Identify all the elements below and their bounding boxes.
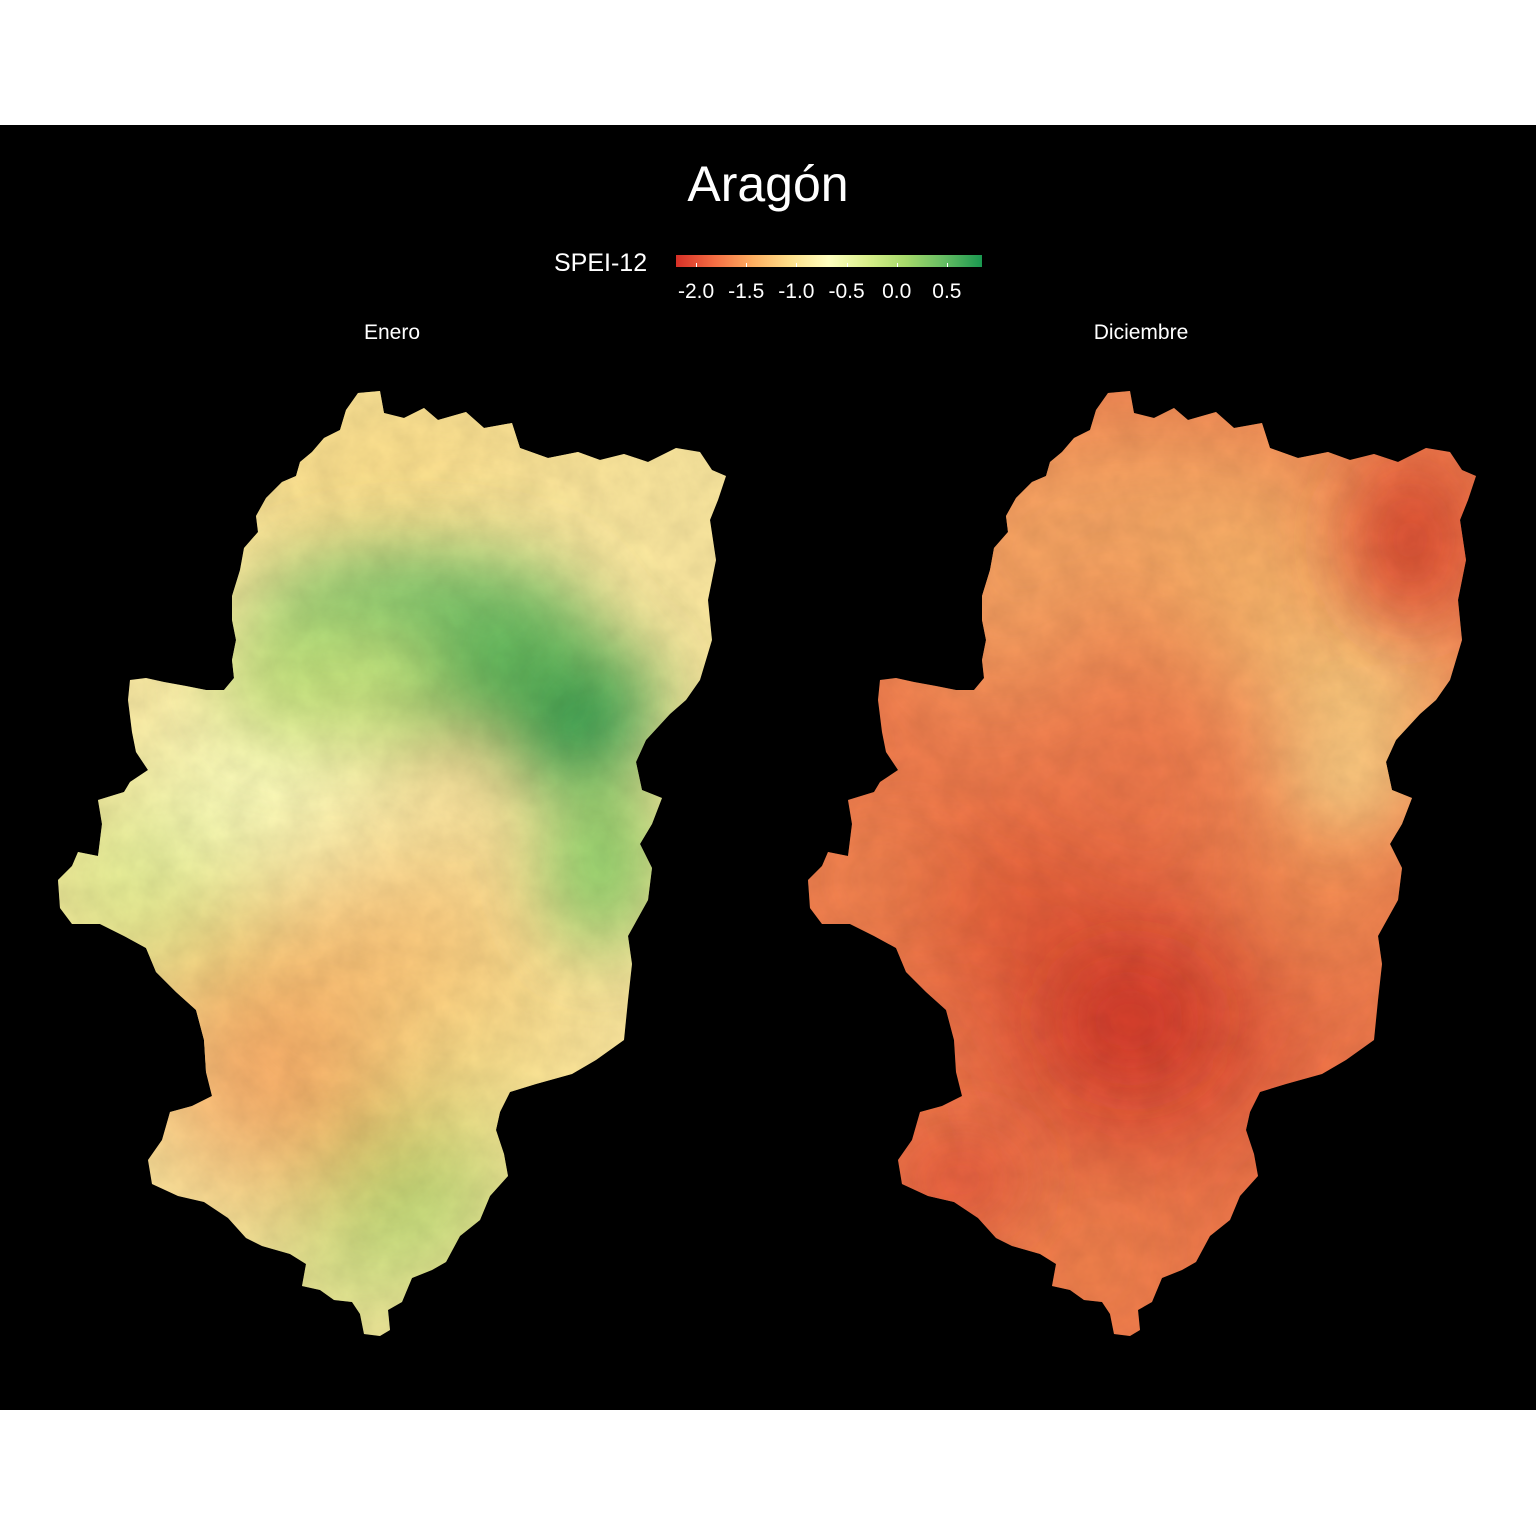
panel-title-diciembre: Diciembre — [1093, 321, 1189, 344]
legend-tick-mark — [946, 263, 948, 267]
legend-ticks: -2.0 -1.5 -1.0 -0.5 0.0 0.5 — [0, 280, 1536, 310]
legend-label: SPEI-12 — [554, 249, 648, 277]
legend-tick-mark — [896, 263, 898, 267]
map-diciembre — [808, 391, 1476, 1336]
legend-tick-label: 0.0 — [882, 280, 912, 303]
legend-tick-label: 0.5 — [932, 280, 962, 303]
map-enero — [58, 391, 726, 1336]
legend-tick-label: -2.0 — [677, 280, 715, 303]
legend-tick-mark — [746, 263, 748, 267]
map-title: Aragón — [687, 156, 849, 212]
legend-tick-label: -1.5 — [728, 280, 765, 303]
legend-colorbar — [676, 255, 982, 267]
legend-tick-mark — [696, 263, 698, 267]
legend-tick-label: -1.0 — [778, 280, 815, 303]
legend-tick-label: -0.5 — [828, 280, 865, 303]
panel-title-enero: Enero — [363, 321, 421, 344]
legend-tick-mark — [796, 263, 798, 267]
legend-tick-mark — [846, 263, 848, 267]
